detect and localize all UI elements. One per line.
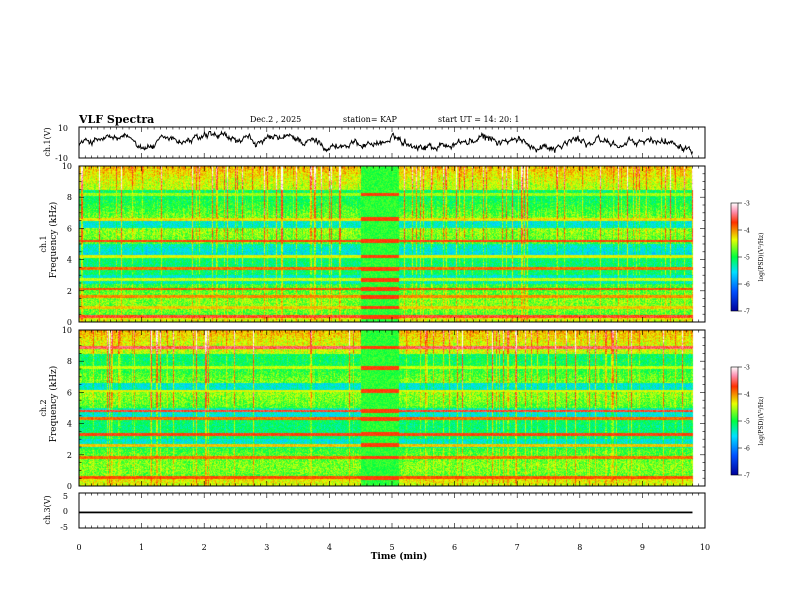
ch2-colorbar: -3 -4 -5 -6 -7 log(PSD)(V²/Hz) [730,365,765,480]
x-tick-label: 6 [452,543,457,552]
ch1-ytick-top: 10 [58,124,68,133]
figure-title: VLF Spectra [79,113,155,126]
colorbar-tick-label: -4 [744,392,750,399]
freq-tick-label: 0 [67,318,72,327]
x-tick-label: 5 [389,543,394,552]
ch2-spectrogram-panel: 0 2 4 6 8 10 ch.2 Frequency (kHz) [39,326,706,491]
colorbar-tick-label: -5 [744,419,750,426]
colorbar-tick-label: -6 [744,282,750,289]
spec1-ylabel-freq: Frequency (kHz) [48,202,59,279]
freq-tick-label: 4 [67,420,72,429]
ch3-waveform-ylabel: ch.3(V) [43,495,52,524]
colorbar-tick-label: -7 [744,309,750,316]
freq-tick-label: 6 [67,388,72,397]
ch1-ytick-bottom: -10 [55,154,68,163]
freq-tick-label: 10 [62,326,72,335]
station-label: station= KAP [343,115,397,124]
colorbar-tick-label: -3 [744,201,750,208]
freq-tick-label: 2 [67,451,72,460]
ch1-colorbar-label: log(PSD)(V²/Hz) [758,233,765,282]
date-label: Dec.2 , 2025 [250,115,302,124]
ch1-colorbar: -3 -4 -5 -6 -7 log(PSD)(V²/Hz) [730,201,765,316]
ch3-ytick-bottom: -5 [60,523,68,532]
spec2-ylabel-freq: Frequency (kHz) [48,366,59,443]
ch1-waveform-trace [79,130,693,156]
ch3-waveform-trace [79,511,693,514]
ch1-waveform-panel: 10 -10 ch.1(V) [43,124,706,163]
x-tick-label: 1 [139,543,144,552]
x-tick-label: 7 [515,543,520,552]
freq-tick-label: 4 [67,256,72,265]
freq-tick-label: 2 [67,287,72,296]
x-axis-label: Time (min) [371,551,428,562]
colorbar-tick-label: -4 [744,228,750,235]
colorbar-tick-label: -7 [744,473,750,480]
ch1-waveform-ylabel: ch.1(V) [43,127,52,156]
freq-tick-label: 10 [62,162,72,171]
ch3-ytick-top: 5 [63,492,68,501]
x-tick-label: 0 [76,543,81,552]
x-tick-label: 2 [202,543,207,552]
ch2-spectrogram-image [79,330,705,486]
colorbar-tick-label: -6 [744,446,750,453]
x-tick-label: 10 [700,543,710,552]
ch1-spectrogram-image [79,166,705,322]
start-time-label: start UT = 14: 20: 1 [438,115,520,124]
x-tick-label: 3 [264,543,269,552]
freq-tick-label: 6 [67,224,72,233]
spec2-ylabel-ch: ch.2 [39,399,48,416]
ch1-spectrogram-panel: 0 2 4 6 8 10 ch.1 Frequency (kHz) [39,162,706,327]
x-tick-label: 8 [577,543,582,552]
ch3-ytick-mid: 0 [63,507,68,516]
spec1-ylabel-ch: ch.1 [39,235,48,252]
ch3-waveform-panel: 5 0 -5 ch.3(V) 0 1 2 3 4 5 6 7 8 9 10 Time (min) [43,492,710,562]
ch2-colorbar-label: log(PSD)(V²/Hz) [758,397,765,446]
freq-tick-label: 8 [67,357,72,366]
freq-tick-label: 8 [67,193,72,202]
freq-tick-label: 0 [67,482,72,491]
colorbar-tick-label: -5 [744,255,750,262]
colorbar-tick-label: -3 [744,365,750,372]
x-tick-label: 4 [327,543,332,552]
x-tick-label: 9 [640,543,645,552]
